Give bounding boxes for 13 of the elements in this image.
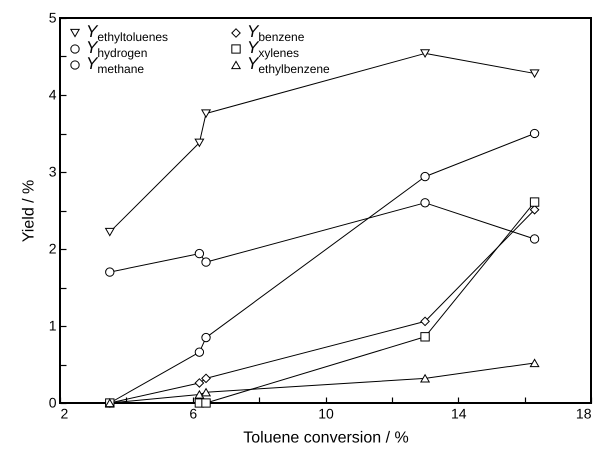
- y-tick-label: 3: [48, 164, 57, 180]
- y-tick-label: 4: [48, 86, 57, 102]
- x-axis-title: Toluene conversion / %: [243, 430, 409, 446]
- x-tick-label: 6: [189, 406, 198, 422]
- x-tick-label: 10: [318, 406, 334, 422]
- x-tick-label: 14: [450, 406, 467, 422]
- y-tick-label: 0: [48, 394, 57, 410]
- y-tick-label: 2: [48, 240, 57, 256]
- y-tick-label: 5: [48, 10, 57, 26]
- x-tick-label: 2: [60, 406, 68, 422]
- y-axis-title: Yield / %: [20, 180, 38, 242]
- x-tick-label: 18: [576, 406, 592, 422]
- y-tick-label: 1: [48, 318, 57, 334]
